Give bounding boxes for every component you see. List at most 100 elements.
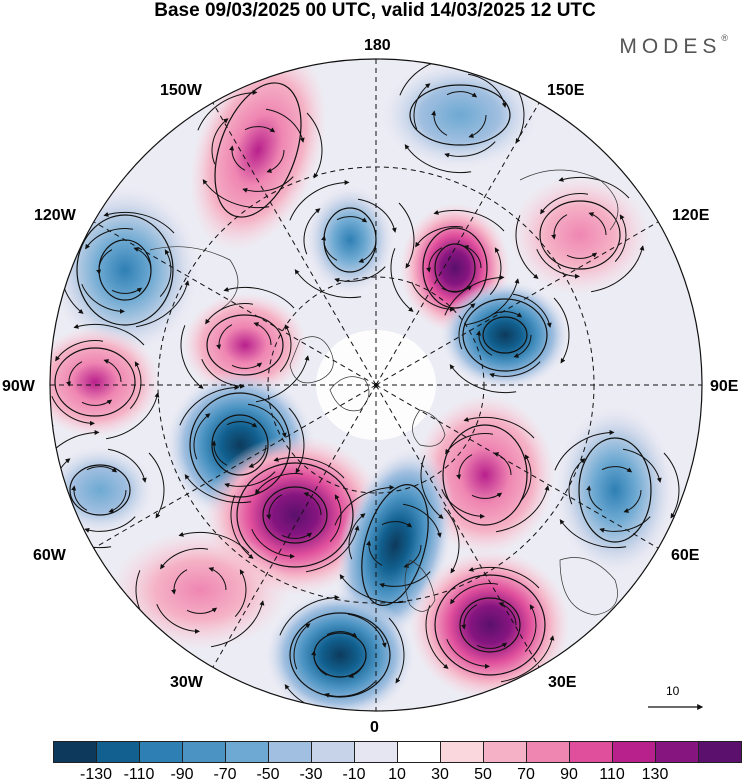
streamline: [398, 202, 415, 269]
colorbar-swatch: [655, 741, 699, 763]
streamline: [84, 516, 136, 533]
colorbar-tick-label: 10: [388, 766, 406, 783]
streamline: [467, 73, 507, 108]
streamline: [216, 324, 233, 350]
streamline: [458, 303, 476, 350]
streamline: [334, 484, 395, 526]
streamline: [294, 269, 362, 299]
streamline: [402, 503, 442, 538]
streamline: [293, 623, 311, 670]
streamline: [399, 59, 460, 96]
colorbar-tick-label: -10: [342, 766, 366, 783]
streamline: [171, 569, 188, 595]
streamline: [81, 284, 125, 314]
streamline: [591, 245, 645, 293]
coastlines: [149, 169, 619, 616]
colorbar-tick-label: 90: [560, 766, 578, 783]
colorbar-tick-label: -50: [256, 766, 280, 783]
streamline: [178, 531, 250, 554]
lon-label-60e: 60E: [671, 547, 700, 564]
lon-label-30e: 30E: [548, 674, 577, 691]
streamline: [348, 513, 366, 560]
streamline: [107, 448, 147, 483]
streamline: [404, 144, 472, 174]
streamline: [108, 489, 127, 513]
streamline: [468, 114, 487, 138]
streamline: [133, 247, 152, 271]
streamline: [234, 569, 247, 617]
streamline: [425, 605, 449, 669]
streamline: [554, 429, 615, 471]
streamline: [303, 492, 322, 516]
streamline: [366, 540, 383, 566]
colorbar-swatch: [182, 741, 226, 763]
streamline: [329, 494, 342, 542]
colorbar-tick-label: -30: [299, 766, 323, 783]
streamline: [381, 521, 413, 528]
streamline: [426, 247, 443, 273]
streamline: [601, 466, 633, 473]
streamline: [103, 359, 122, 383]
streamline: [588, 212, 607, 236]
colorbar-swatch: [397, 741, 441, 763]
streamline: [248, 444, 267, 468]
streamline: [201, 359, 245, 389]
streamline: [266, 149, 285, 173]
colorbar-tick-label: -110: [123, 766, 155, 783]
streamline: [559, 519, 627, 549]
streamline: [244, 126, 276, 133]
streamline: [193, 413, 211, 460]
colorbar-swatch: [698, 741, 742, 763]
colorbar-tick-label: -130: [79, 766, 113, 783]
anomaly-neg-75w: [50, 445, 155, 535]
streamline: [180, 325, 204, 389]
streamline: [306, 112, 323, 179]
streamline: [334, 266, 386, 283]
anomaly-neg-20w: [265, 590, 415, 711]
streamline: [86, 466, 118, 473]
streamline: [326, 631, 358, 638]
streamline: [431, 110, 448, 136]
streamline: [256, 355, 310, 403]
streamline: [306, 525, 360, 573]
lon-label-150e: 150E: [547, 82, 585, 99]
colorbar-swatch: [225, 741, 269, 763]
streamline: [184, 474, 252, 504]
streamline: [498, 602, 517, 626]
colorbar-swatch: [139, 741, 183, 763]
colorbar-swatch: [440, 741, 484, 763]
colorbar-swatch: [354, 741, 398, 763]
streamline: [231, 362, 263, 369]
map-boundary: [49, 58, 703, 712]
streamline: [148, 452, 165, 519]
streamline: [413, 83, 431, 130]
anomaly-pos-110w: [183, 293, 307, 397]
colorbar-tick-label: 50: [474, 766, 492, 783]
streamline: [230, 495, 254, 559]
streamline: [468, 566, 540, 589]
streamline: [289, 179, 350, 221]
lon-label-0: 0: [370, 719, 379, 736]
colorbar-swatch: [53, 741, 97, 763]
streamline: [491, 311, 523, 318]
streamline: [279, 324, 292, 372]
streamline: [357, 198, 397, 233]
colorbar-swatch: [612, 741, 656, 763]
streamline: [156, 604, 200, 634]
streamline: [202, 179, 270, 209]
streamline: [568, 458, 586, 505]
streamline: [303, 208, 321, 255]
streamline: [273, 456, 345, 479]
streamline: [324, 681, 376, 698]
streamline: [103, 211, 175, 234]
anomaly-neg-180: [380, 60, 540, 170]
colorbar-tick-label: 130: [641, 766, 669, 783]
streamline: [253, 322, 272, 346]
streamline: [553, 297, 570, 364]
lon-label-30w: 30W: [170, 674, 203, 691]
streamline: [160, 548, 209, 570]
colorbar-swatch: [483, 741, 527, 763]
streamline: [96, 249, 113, 275]
streamline: [444, 141, 496, 158]
